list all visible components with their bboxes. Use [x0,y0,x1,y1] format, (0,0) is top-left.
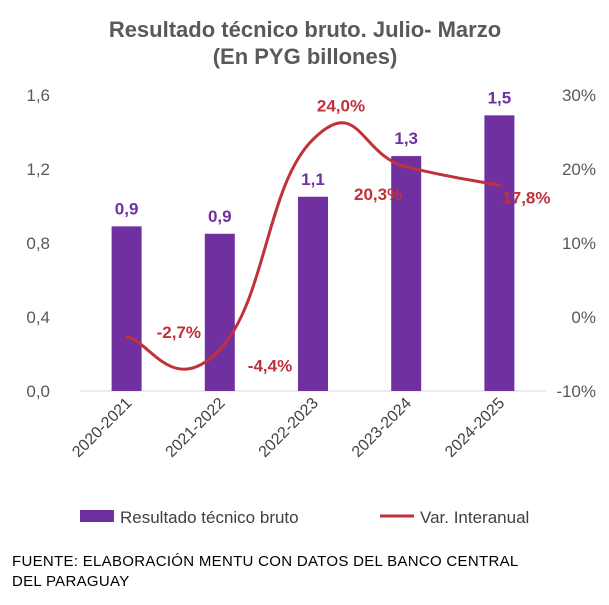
x-tick-label: 2023-2024 [349,395,415,461]
line-data-label: 20,3% [354,185,402,204]
bar [298,196,328,391]
x-tick-label: 2021-2022 [163,395,229,461]
y-left-tick-label: 1,6 [26,86,50,105]
y-right-tick-label: 0% [571,308,596,327]
y-right-tick-label: 10% [562,234,596,253]
x-tick-label: 2022-2023 [256,395,322,461]
y-left-tick-label: 0,4 [26,308,50,327]
y-left-tick-label: 0,8 [26,234,50,253]
y-left-tick-label: 0,0 [26,382,50,401]
bar [111,226,142,391]
line-data-label: -2,7% [157,323,201,342]
x-tick-label: 2024-2025 [442,395,508,461]
source-note-line-1: FUENTE: ELABORACIÓN MENTU CON DATOS DEL … [12,553,519,570]
line-data-label: 24,0% [317,96,365,115]
chart: Resultado técnico bruto. Julio- Marzo (E… [26,17,596,527]
bar-data-label: 1,1 [301,170,325,189]
bar-data-label: 0,9 [208,207,232,226]
legend-label-bars: Resultado técnico bruto [120,508,299,527]
line-data-label: 17,8% [502,188,550,207]
y-left-tick-label: 1,2 [26,160,50,179]
bar [391,156,422,391]
legend-swatch-bars [80,510,114,522]
chart-subtitle: (En PYG billones) [213,44,398,69]
chart-title: Resultado técnico bruto. Julio- Marzo [109,17,501,42]
x-tick-label: 2020-2021 [69,395,135,461]
source-note-line-2: DEL PARAGUAY [12,573,130,590]
bar [484,115,515,391]
bar-data-label: 1,5 [488,88,512,107]
bar-data-label: 1,3 [394,129,418,148]
line-var-interanual [125,121,501,371]
line-data-label: -4,4% [248,357,292,376]
y-right-tick-label: 20% [562,160,596,179]
legend-label-line: Var. Interanual [420,508,529,527]
bar [204,233,235,391]
y-right-tick-label: -10% [556,382,596,401]
y-right-tick-label: 30% [562,86,596,105]
source-note: FUENTE: ELABORACIÓN MENTU CON DATOS DEL … [12,552,597,592]
bar-data-label: 0,9 [115,199,139,218]
